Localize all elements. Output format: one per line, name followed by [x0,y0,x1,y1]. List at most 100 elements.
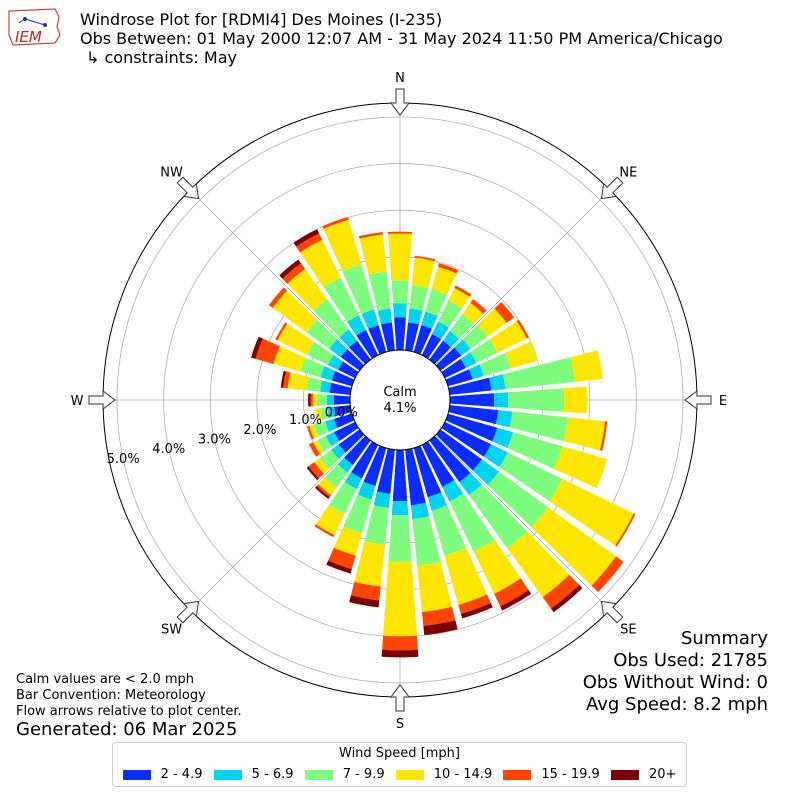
legend-swatch [122,769,151,780]
windrose-bar [338,361,359,379]
windrose-bar [444,547,488,605]
windrose-bar [320,380,332,393]
grid-spoke [435,189,611,365]
windrose-bar [313,440,324,455]
footnote-calm: Calm values are < 2.0 mph [16,672,195,687]
windrose-bar [277,323,315,355]
flow-arrow-shape [88,390,116,410]
windrose-bar [273,346,306,372]
summary-avg-speed: Avg Speed: 8.2 mph [586,694,768,715]
windrose-bar [344,472,362,489]
flow-arrow-shape [600,176,624,200]
calm-value: 4.1% [383,401,416,416]
windrose-bar [306,377,323,392]
flow-arrow-icon [176,176,200,200]
windrose-bar [337,457,353,473]
legend-label: 20+ [648,767,677,782]
windrose-bar [368,271,391,311]
windrose-bar [454,285,472,297]
chart-title: Windrose Plot for [RDMI4] Des Moines (I-… [80,10,443,29]
windrose-bar [462,302,484,324]
windrose-bar [315,505,345,536]
windrose-bar [342,264,375,314]
compass-label: W [71,394,84,409]
windrose-bar [431,266,457,295]
legend-swatch [304,769,333,780]
legend-swatch [395,769,424,780]
windrose-bar [364,504,389,545]
windrose-bar [326,394,334,406]
windrose-bar [359,234,387,275]
windrose-bar [343,494,372,534]
windrose-bar [361,309,379,329]
compass-label: E [719,394,727,409]
windrose-bar [421,334,442,359]
windrose-bar [316,484,332,498]
calm-circle [349,349,451,451]
windrose-bar [313,421,329,437]
grid-spoke [189,189,365,365]
flow-arrow-shape [390,684,410,712]
windrose-bar [383,561,417,637]
windrose-bar [382,635,418,651]
windrose-bar [357,481,376,500]
compass-label: SE [620,622,636,637]
windrose-bar [468,484,528,549]
windrose-bar [312,393,318,407]
label-layer: N NE E SE S SW W NW 0.0%1.0% 2.0% 3.0% 4.0% 5.0% Calm… [71,71,728,732]
windrose-bar [435,429,483,471]
windrose-bar [448,377,492,395]
windrose-bar [563,386,588,414]
windrose-bar [327,354,344,371]
windrose-bar [368,325,387,355]
windrose-bar [287,372,309,391]
legend-label: 7 - 9.9 [342,767,385,782]
legend-label: 2 - 4.9 [160,767,203,782]
windrose-bar [317,436,332,452]
windrose-bar [414,255,436,262]
windrose-bar [549,478,634,546]
windrose-bar [318,477,337,496]
obs-range: Obs Between: 01 May 2000 12:07 AM - 31 M… [80,29,723,48]
compass-label: NW [160,166,183,181]
legend-item: 2 - 4.9 [122,767,203,782]
radial-tick-label: 4.0% [152,442,185,457]
windrose-bar [599,421,608,451]
windrose-bar [272,290,318,333]
windrose-bar [334,405,352,417]
windrose-bar [307,425,314,440]
windrose-bar [280,370,286,388]
windrose-bar [413,325,432,355]
windrose-bar [315,408,323,421]
windrose-bar [314,524,335,538]
windrose-bar [500,589,532,611]
radial-tick-label: 3.0% [198,432,231,447]
windrose-bar [423,620,458,636]
windrose-bar [310,393,313,407]
legend-item: 10 - 14.9 [395,767,492,782]
summary-heading: Summary [681,628,768,649]
windrose-bar [373,491,391,508]
footnotes: Calm values are < 2.0 mph Bar Convention… [16,672,242,720]
windrose-bar [542,574,580,609]
windrose-bar [554,446,608,488]
windrose-bar [328,481,357,515]
windrose-bar [460,603,493,619]
windrose-bar [282,263,306,284]
windrose-bar [483,444,508,468]
windrose-bar [325,418,338,432]
windrose-bar [387,231,413,234]
windrose-bar [348,340,371,365]
windrose-bar [492,427,514,449]
radial-tick-label: 5.0% [107,452,140,467]
windrose-bar [494,578,529,607]
windrose-bar [442,331,460,348]
windrose-bar [448,405,499,425]
legend-item: 20+ [610,767,677,782]
windrose-bar [381,649,419,658]
windrose-bar [494,392,509,408]
grid-spoke [189,435,365,611]
windrose-bar [309,424,319,439]
windrose-bar [338,429,365,453]
